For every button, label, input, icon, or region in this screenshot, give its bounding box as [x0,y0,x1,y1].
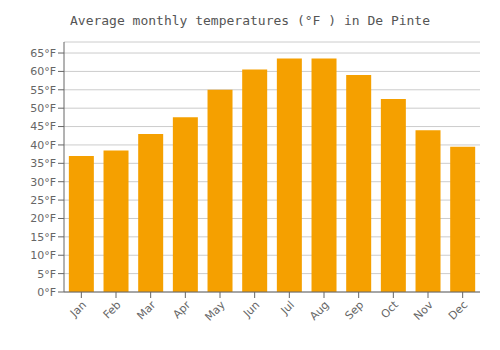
svg-text:50°F: 50°F [30,102,56,115]
svg-text:30°F: 30°F [30,176,56,189]
svg-text:Jan: Jan [67,298,89,320]
svg-text:0°F: 0°F [37,286,56,299]
svg-text:Dec: Dec [446,298,470,322]
html-text:Average monthly temperatures (: Average monthly temperatures (°F ) in De… [70,13,430,28]
svg-text:35°F: 35°F [30,157,56,170]
svg-text:25°F: 25°F [30,194,56,207]
svg-text:45°F: 45°F [30,120,56,133]
svg-text:Jul: Jul [278,298,297,317]
svg-text:55°F: 55°F [30,84,56,97]
svg-text:5°F: 5°F [37,268,56,281]
svg-text:Mar: Mar [134,298,158,322]
svg-text:60°F: 60°F [30,65,56,78]
svg-text:20°F: 20°F [30,212,56,225]
svg-text:Jun: Jun [240,298,262,320]
svg-text:Aug: Aug [307,298,331,322]
svg-text:40°F: 40°F [30,139,56,152]
svg-text:Apr: Apr [170,298,193,321]
svg-text:65°F: 65°F [30,47,56,60]
svg-text:Nov: Nov [411,298,436,323]
svg-text:15°F: 15°F [30,231,56,244]
svg-text:Sep: Sep [342,298,366,322]
svg-text:10°F: 10°F [30,249,56,262]
svg-text:May: May [202,298,228,324]
svg-text:Oct: Oct [378,298,401,321]
svg-text:Feb: Feb [101,298,124,321]
